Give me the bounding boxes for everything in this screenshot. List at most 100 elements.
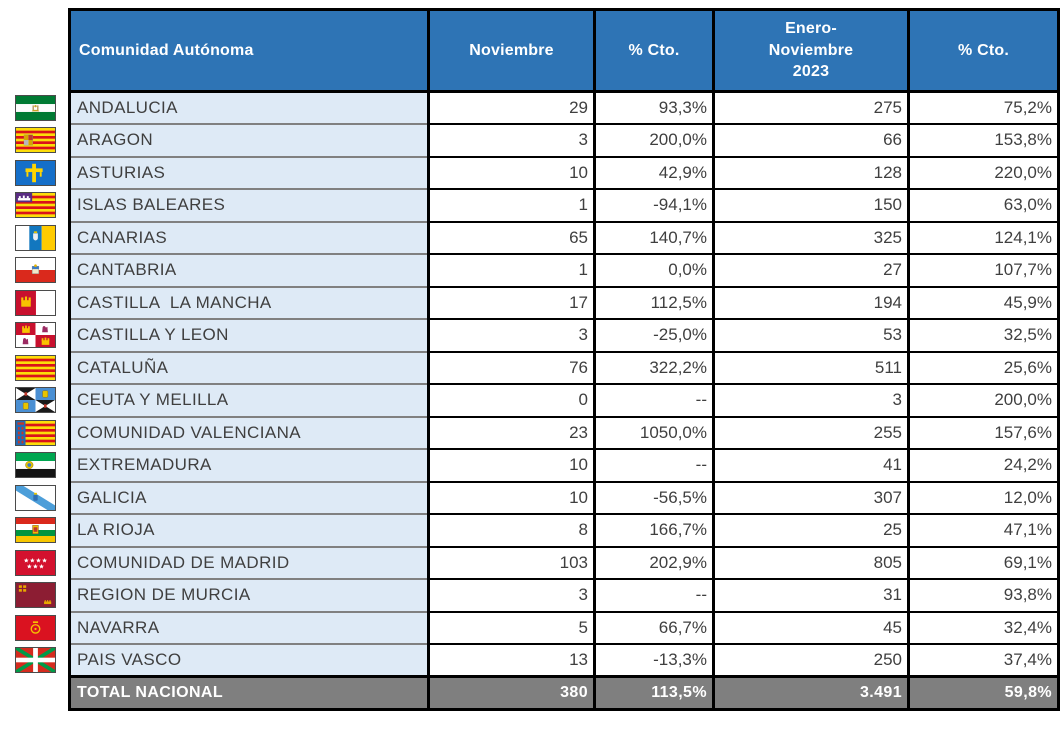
value-cell: 107,7% xyxy=(907,253,1060,287)
region-name-cell: COMUNIDAD VALENCIANA xyxy=(68,415,430,449)
table-footer: TOTAL NACIONAL 380 113,5% 3.491 59,8% xyxy=(68,675,1060,711)
canarias-flag-icon xyxy=(15,224,56,251)
table-row: PAIS VASCO 13 -13,3% 250 37,4% xyxy=(68,643,1060,677)
region-name-cell: CEUTA Y MELILLA xyxy=(68,383,430,417)
madrid-flag-icon xyxy=(15,549,56,576)
value-cell: 157,6% xyxy=(907,415,1060,449)
value-cell: 3 xyxy=(427,123,596,157)
value-cell: 25,6% xyxy=(907,350,1060,384)
table-row: CANTABRIA 1 0,0% 27 107,7% xyxy=(68,253,1060,287)
value-cell: 124,1% xyxy=(907,220,1060,254)
table-row: ISLAS BALEARES 1 -94,1% 150 63,0% xyxy=(68,188,1060,222)
value-cell: 325 xyxy=(712,220,910,254)
value-cell: -- xyxy=(593,448,715,482)
region-name-cell: CANTABRIA xyxy=(68,253,430,287)
value-cell: 12,0% xyxy=(907,480,1060,514)
value-cell: 805 xyxy=(712,545,910,579)
value-cell: 202,9% xyxy=(593,545,715,579)
col-header-noviembre: Noviembre xyxy=(427,8,596,93)
region-name-cell: PAIS VASCO xyxy=(68,643,430,677)
value-cell: 13 xyxy=(427,643,596,677)
total-value-cell: 113,5% xyxy=(593,675,715,711)
value-cell: 53 xyxy=(712,318,910,352)
table-row: GALICIA 10 -56,5% 307 12,0% xyxy=(68,480,1060,514)
value-cell: 10 xyxy=(427,155,596,189)
value-cell: 45,9% xyxy=(907,285,1060,319)
value-cell: 32,5% xyxy=(907,318,1060,352)
region-name-cell: ISLAS BALEARES xyxy=(68,188,430,222)
value-cell: -25,0% xyxy=(593,318,715,352)
data-table: Comunidad Autónoma Noviembre % Cto. Ener… xyxy=(68,8,1060,711)
value-cell: 1 xyxy=(427,253,596,287)
value-cell: 250 xyxy=(712,643,910,677)
value-cell: 307 xyxy=(712,480,910,514)
value-cell: 3 xyxy=(427,578,596,612)
table-row: NAVARRA 5 66,7% 45 32,4% xyxy=(68,610,1060,644)
value-cell: 3 xyxy=(427,318,596,352)
value-cell: 511 xyxy=(712,350,910,384)
value-cell: 37,4% xyxy=(907,643,1060,677)
value-cell: 69,1% xyxy=(907,545,1060,579)
value-cell: 42,9% xyxy=(593,155,715,189)
value-cell: 24,2% xyxy=(907,448,1060,482)
region-name-cell: ANDALUCIA xyxy=(68,90,430,124)
value-cell: 220,0% xyxy=(907,155,1060,189)
valenciana-flag-icon xyxy=(15,419,56,446)
murcia-flag-icon xyxy=(15,582,56,609)
table-row: COMUNIDAD DE MADRID 103 202,9% 805 69,1% xyxy=(68,545,1060,579)
value-cell: 10 xyxy=(427,480,596,514)
region-name-cell: CANARIAS xyxy=(68,220,430,254)
value-cell: 5 xyxy=(427,610,596,644)
table-row: COMUNIDAD VALENCIANA 23 1050,0% 255 157,6% xyxy=(68,415,1060,449)
value-cell: 76 xyxy=(427,350,596,384)
value-cell: 150 xyxy=(712,188,910,222)
value-cell: -- xyxy=(593,578,715,612)
table-row: ANDALUCIA 29 93,3% 275 75,2% xyxy=(68,90,1060,124)
total-row: TOTAL NACIONAL 380 113,5% 3.491 59,8% xyxy=(68,675,1060,711)
value-cell: 63,0% xyxy=(907,188,1060,222)
value-cell: 322,2% xyxy=(593,350,715,384)
value-cell: 153,8% xyxy=(907,123,1060,157)
region-name-cell: LA RIOJA xyxy=(68,513,430,547)
region-name-cell: NAVARRA xyxy=(68,610,430,644)
value-cell: 166,7% xyxy=(593,513,715,547)
region-name-cell: REGION DE MURCIA xyxy=(68,578,430,612)
table-row: ASTURIAS 10 42,9% 128 220,0% xyxy=(68,155,1060,189)
castillayleon-flag-icon xyxy=(15,322,56,349)
value-cell: 3 xyxy=(712,383,910,417)
cantabria-flag-icon xyxy=(15,257,56,284)
value-cell: 17 xyxy=(427,285,596,319)
table-row: CANARIAS 65 140,7% 325 124,1% xyxy=(68,220,1060,254)
table-row: CEUTA Y MELILLA 0 -- 3 200,0% xyxy=(68,383,1060,417)
value-cell: 47,1% xyxy=(907,513,1060,547)
table-row: CASTILLA Y LEON 3 -25,0% 53 32,5% xyxy=(68,318,1060,352)
value-cell: -13,3% xyxy=(593,643,715,677)
table-row: ARAGON 3 200,0% 66 153,8% xyxy=(68,123,1060,157)
galicia-flag-icon xyxy=(15,484,56,511)
asturias-flag-icon xyxy=(15,159,56,186)
value-cell: 93,3% xyxy=(593,90,715,124)
larioja-flag-icon xyxy=(15,517,56,544)
value-cell: 27 xyxy=(712,253,910,287)
value-cell: 200,0% xyxy=(593,123,715,157)
region-name-cell: CATALUÑA xyxy=(68,350,430,384)
value-cell: 112,5% xyxy=(593,285,715,319)
region-name-cell: CASTILLA Y LEON xyxy=(68,318,430,352)
region-name-cell: GALICIA xyxy=(68,480,430,514)
value-cell: 45 xyxy=(712,610,910,644)
value-cell: 194 xyxy=(712,285,910,319)
value-cell: 32,4% xyxy=(907,610,1060,644)
total-label-cell: TOTAL NACIONAL xyxy=(68,675,430,711)
table-row: REGION DE MURCIA 3 -- 31 93,8% xyxy=(68,578,1060,612)
region-name-cell: CASTILLA LA MANCHA xyxy=(68,285,430,319)
value-cell: 103 xyxy=(427,545,596,579)
value-cell: 41 xyxy=(712,448,910,482)
ceutaymelilla-flag-icon xyxy=(15,387,56,414)
value-cell: 140,7% xyxy=(593,220,715,254)
value-cell: 75,2% xyxy=(907,90,1060,124)
total-value-cell: 3.491 xyxy=(712,675,910,711)
value-cell: 275 xyxy=(712,90,910,124)
baleares-flag-icon xyxy=(15,192,56,219)
value-cell: 31 xyxy=(712,578,910,612)
